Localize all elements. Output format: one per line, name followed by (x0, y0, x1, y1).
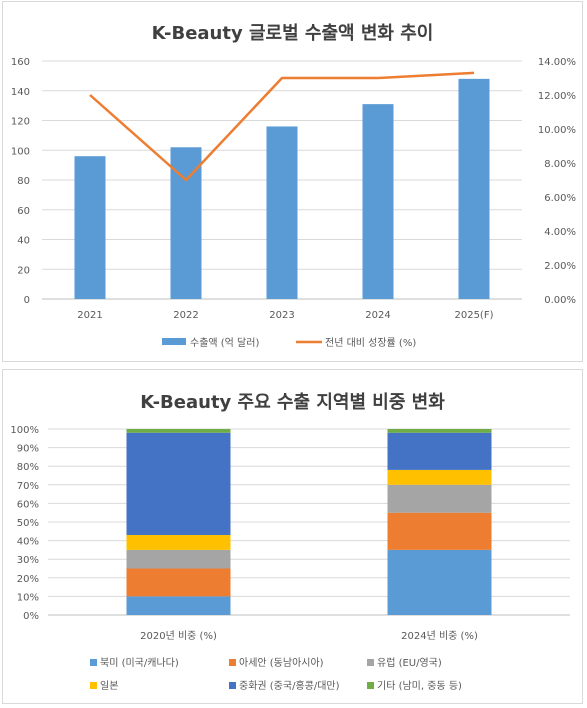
legend-label: 일본 (100, 680, 118, 692)
legend-label: 기타 (남미, 중동 등) (377, 680, 462, 692)
legend-swatch (229, 659, 236, 666)
x-tick-label: 2025(F) (454, 310, 493, 321)
stack-segment (387, 512, 492, 550)
y-right-tick-label: 4.00% (544, 227, 576, 238)
legend-label-exports: 수출액 (억 달러) (190, 337, 259, 349)
y-tick-label: 20% (17, 574, 39, 585)
y-left-tick-label: 80 (17, 176, 30, 187)
y-right-tick-label: 8.00% (544, 159, 576, 170)
y-left-tick-label: 140 (11, 87, 30, 98)
stack-segment (387, 484, 492, 513)
y-right-tick-label: 0.00% (544, 295, 576, 306)
stack-segment (387, 469, 492, 485)
x-tick-label: 2021 (77, 310, 102, 321)
y-left-tick-label: 120 (11, 117, 30, 128)
legend-label-growth: 전년 대비 성장률 (%) (325, 337, 416, 349)
y-tick-label: 80% (17, 462, 39, 473)
legend-label: 북미 (미국/캐나다) (100, 657, 179, 669)
y-right-tick-label: 12.00% (538, 91, 576, 102)
y-right-tick-label: 2.00% (544, 261, 576, 272)
y-left-tick-label: 160 (11, 57, 30, 68)
chart-2-panel: K-Beauty 주요 수출 지역별 비중 변화 0% 10% 20% 30% 40% 5… (2, 369, 583, 704)
chart-1-svg: 0 20 40 60 80 100 120 140 160 0.00% 2.00% 4.00% 6.00… (11, 57, 576, 349)
chart-1-title: K-Beauty 글로벌 수출액 변화 추이 (151, 23, 434, 44)
stack-segment (387, 549, 492, 615)
growth-line (89, 71, 475, 182)
y-tick-label: 30% (17, 555, 39, 566)
chart-2-svg: 0% 10% 20% 30% 40% 50% 60% 70% 80% 90% 100% 2020년 비… (10, 425, 570, 692)
stack-segment (126, 429, 231, 433)
y-left-tick-label: 100 (11, 146, 30, 157)
y-right-tick-label: 6.00% (544, 193, 576, 204)
y-left-tick-label: 20 (17, 265, 30, 276)
bar (458, 78, 490, 299)
y-tick-label: 70% (17, 481, 39, 492)
x-tick-label: 2020년 비중 (%) (140, 630, 217, 642)
legend-label: 아세안 (동남아시아) (239, 657, 324, 669)
chart-2-title: K-Beauty 주요 수출 지역별 비중 변화 (140, 392, 445, 413)
stack-segment (387, 432, 492, 470)
legend-swatch (367, 659, 374, 666)
chart-1-panel: K-Beauty 글로벌 수출액 변화 추이 0 20 40 60 80 100 120 14… (2, 1, 583, 362)
bar (362, 104, 394, 299)
y-left-tick-label: 0 (24, 295, 30, 306)
y-left-tick-label: 60 (17, 206, 30, 217)
stack-segment (387, 429, 492, 433)
legend-label: 중화권 (중국/홍콩/대만) (239, 679, 340, 692)
x-tick-label: 2022 (173, 310, 198, 321)
y-tick-label: 10% (17, 592, 39, 603)
legend-swatch (229, 682, 236, 689)
x-tick-label: 2024 (365, 310, 390, 321)
y-right-tick-label: 10.00% (538, 125, 576, 136)
x-tick-label: 2024년 비중 (%) (401, 630, 478, 642)
stack-segment (126, 568, 231, 597)
y-tick-label: 100% (10, 425, 39, 436)
bar (170, 147, 202, 299)
stack-segment (126, 535, 231, 550)
y-left-tick-label: 40 (17, 236, 30, 247)
y-tick-label: 50% (17, 518, 39, 529)
bar (266, 126, 298, 299)
legend-swatch (90, 659, 97, 666)
x-tick-label: 2023 (269, 310, 294, 321)
y-tick-label: 0% (23, 611, 39, 622)
legend-swatch (90, 682, 97, 689)
stack-segment (126, 596, 231, 615)
y-tick-label: 40% (17, 537, 39, 548)
stack-segment (126, 549, 231, 569)
legend-swatch-exports (162, 338, 186, 345)
y-right-tick-label: 14.00% (538, 57, 576, 68)
stack-segment (126, 432, 231, 536)
y-tick-label: 60% (17, 499, 39, 510)
legend-label: 유럽 (EU/영국) (377, 657, 442, 669)
y-tick-label: 90% (17, 444, 39, 455)
legend-swatch (367, 682, 374, 689)
bar (74, 156, 106, 299)
